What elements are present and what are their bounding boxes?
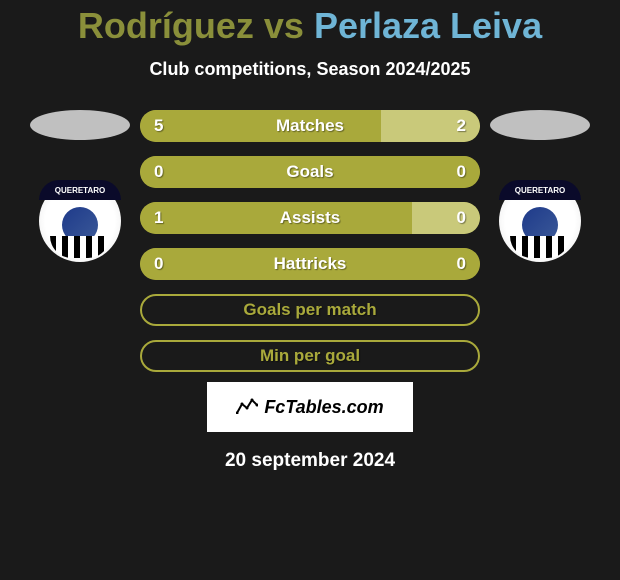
- stats-column: 52Matches 00Goals 10Assists 00Hattricks Goal…: [140, 110, 480, 372]
- stat-label: Assists: [140, 208, 480, 228]
- comparison-title: Rodríguez vs Perlaza Leiva: [0, 5, 620, 47]
- stat-bar: Min per goal: [140, 340, 480, 372]
- stat-bar: Goals per match: [140, 294, 480, 326]
- club1-name: QUERETARO: [39, 180, 121, 200]
- stat-label: Matches: [140, 116, 480, 136]
- player2-club-badge: QUERETARO: [499, 180, 581, 262]
- stat-bar: 00Hattricks: [140, 248, 480, 280]
- branding-text: FcTables.com: [264, 397, 383, 418]
- player2-photo-placeholder: [490, 110, 590, 140]
- date-text: 20 september 2024: [0, 450, 620, 472]
- stat-label: Hattricks: [140, 254, 480, 274]
- chart-icon: [236, 396, 258, 419]
- club2-name: QUERETARO: [499, 180, 581, 200]
- branding-box: FcTables.com: [207, 382, 413, 432]
- stat-label: Goals per match: [142, 300, 478, 320]
- player1-column: QUERETARO: [30, 110, 130, 262]
- stat-bar: 52Matches: [140, 110, 480, 142]
- player1-club-badge: QUERETARO: [39, 180, 121, 262]
- club2-badge-stripes: [510, 236, 570, 258]
- club1-badge-stripes: [50, 236, 110, 258]
- stat-bar: 10Assists: [140, 202, 480, 234]
- player2-column: QUERETARO: [490, 110, 590, 262]
- title-player1: Rodríguez: [78, 5, 254, 46]
- title-vs: vs: [254, 5, 314, 46]
- stat-label: Goals: [140, 162, 480, 182]
- title-player2: Perlaza Leiva: [314, 5, 542, 46]
- stat-label: Min per goal: [142, 346, 478, 366]
- stat-bar: 00Goals: [140, 156, 480, 188]
- player1-photo-placeholder: [30, 110, 130, 140]
- subtitle: Club competitions, Season 2024/2025: [0, 59, 620, 80]
